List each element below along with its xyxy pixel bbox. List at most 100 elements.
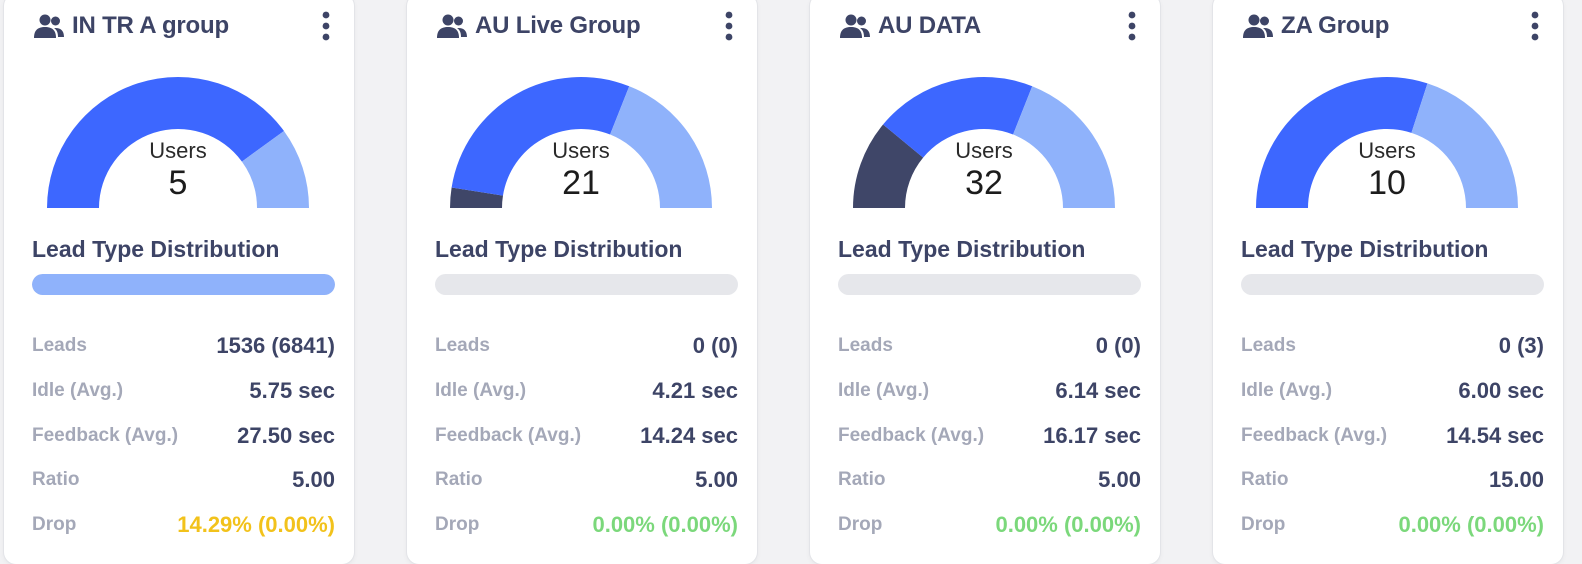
users-gauge: Users 10 [1255, 76, 1519, 210]
lead-distribution-bar [1241, 274, 1544, 295]
ratio-label: Ratio [838, 469, 886, 491]
gauge-segment-light [610, 86, 712, 208]
lead-distribution-title: Lead Type Distribution [32, 236, 280, 262]
users-count: 10 [1368, 164, 1406, 202]
stat-row-ratio: Ratio 5.00 [32, 458, 335, 503]
drop-label: Drop [32, 514, 77, 536]
users-label: Users [552, 138, 610, 163]
feedback-value: 27.50 sec [237, 422, 335, 448]
idle-label: Idle (Avg.) [838, 380, 930, 402]
leads-label: Leads [435, 335, 490, 357]
ratio-label: Ratio [32, 469, 80, 491]
stat-row-leads: Leads 0 (0) [838, 324, 1141, 369]
feedback-label: Feedback (Avg.) [1241, 424, 1388, 446]
stat-row-feedback: Feedback (Avg.) 16.17 sec [838, 413, 1141, 458]
group-card-2: AU Live Group Users 21 Lead Type Distrib… [407, 0, 757, 564]
kebab-menu-icon[interactable] [1122, 9, 1142, 43]
gauge-segment-light [1013, 86, 1115, 208]
group-card-4: ZA Group Users 10 Lead Type Distribution… [1213, 0, 1563, 564]
leads-value: 1536 (6841) [216, 333, 335, 359]
lead-distribution-title: Lead Type Distribution [435, 236, 683, 262]
stat-row-idle: Idle (Avg.) 4.21 sec [435, 369, 738, 414]
users-label: Users [149, 138, 207, 163]
stats-list: Leads 0 (0) Idle (Avg.) 6.14 sec Feedbac… [838, 324, 1141, 547]
drop-value: 0.00% (0.00%) [1398, 512, 1544, 538]
group-name: IN TR A group [72, 12, 229, 39]
idle-label: Idle (Avg.) [435, 380, 527, 402]
users-label: Users [1358, 138, 1416, 163]
stat-row-drop: Drop 0.00% (0.00%) [1241, 503, 1544, 548]
gauge-segment-primary [1256, 76, 1428, 208]
stats-list: Leads 0 (3) Idle (Avg.) 6.00 sec Feedbac… [1241, 324, 1544, 547]
stat-row-idle: Idle (Avg.) 6.14 sec [838, 369, 1141, 414]
idle-value: 6.00 sec [1458, 378, 1544, 404]
card-header: ZA Group [1241, 8, 1545, 44]
card-header: IN TR A group [32, 8, 336, 44]
kebab-menu-icon[interactable] [719, 9, 739, 43]
gauge-segment-dark [450, 187, 503, 208]
stat-row-idle: Idle (Avg.) 5.75 sec [32, 369, 335, 414]
gauge-segment-light [1411, 83, 1518, 208]
stats-list: Leads 1536 (6841) Idle (Avg.) 5.75 sec F… [32, 324, 335, 547]
stat-row-leads: Leads 0 (3) [1241, 324, 1544, 369]
ratio-value: 15.00 [1488, 467, 1544, 493]
lead-distribution-fill [32, 274, 335, 295]
stat-row-idle: Idle (Avg.) 6.00 sec [1241, 369, 1544, 414]
group-icon [435, 13, 469, 39]
stat-row-drop: Drop 0.00% (0.00%) [838, 503, 1141, 548]
stat-row-ratio: Ratio 5.00 [435, 458, 738, 503]
ratio-label: Ratio [1241, 469, 1289, 491]
gauge-segment-primary [47, 77, 284, 208]
gauge-segment-primary [451, 77, 630, 196]
group-icon [1241, 13, 1275, 39]
gauge-segment-primary [883, 77, 1033, 158]
users-count: 21 [562, 164, 600, 202]
ratio-value: 5.00 [695, 467, 738, 493]
feedback-label: Feedback (Avg.) [838, 424, 985, 446]
users-label: Users [955, 138, 1013, 163]
leads-value: 0 (0) [1095, 333, 1141, 359]
kebab-menu-icon[interactable] [1525, 9, 1545, 43]
users-gauge: Users 5 [46, 76, 310, 210]
ratio-label: Ratio [435, 469, 483, 491]
lead-distribution-bar [838, 274, 1141, 295]
leads-value: 0 (3) [1498, 333, 1544, 359]
idle-label: Idle (Avg.) [1241, 380, 1333, 402]
group-icon [838, 13, 872, 39]
group-card-1: IN TR A group Users 5 Lead Type Distribu… [4, 0, 354, 564]
drop-label: Drop [838, 514, 883, 536]
stat-row-drop: Drop 14.29% (0.00%) [32, 503, 335, 548]
gauge-segment-dark [853, 124, 924, 208]
feedback-value: 14.54 sec [1446, 422, 1544, 448]
ratio-value: 5.00 [292, 467, 335, 493]
card-header: AU Live Group [435, 8, 739, 44]
idle-value: 6.14 sec [1055, 378, 1141, 404]
idle-label: Idle (Avg.) [32, 380, 124, 402]
leads-label: Leads [838, 335, 893, 357]
lead-distribution-bar [32, 274, 335, 295]
group-name: ZA Group [1281, 12, 1390, 39]
stat-row-feedback: Feedback (Avg.) 27.50 sec [32, 413, 335, 458]
stat-row-feedback: Feedback (Avg.) 14.24 sec [435, 413, 738, 458]
stat-row-drop: Drop 0.00% (0.00%) [435, 503, 738, 548]
drop-value: 14.29% (0.00%) [177, 512, 335, 538]
stat-row-ratio: Ratio 15.00 [1241, 458, 1544, 503]
group-name: AU DATA [878, 12, 982, 39]
stat-row-leads: Leads 1536 (6841) [32, 324, 335, 369]
group-name: AU Live Group [475, 12, 641, 39]
lead-distribution-title: Lead Type Distribution [1241, 236, 1489, 262]
stat-row-ratio: Ratio 5.00 [838, 458, 1141, 503]
leads-value: 0 (0) [692, 333, 738, 359]
drop-value: 0.00% (0.00%) [995, 512, 1141, 538]
feedback-value: 16.17 sec [1043, 422, 1141, 448]
feedback-value: 14.24 sec [640, 422, 738, 448]
group-icon [32, 13, 66, 39]
lead-distribution-bar [435, 274, 738, 295]
feedback-label: Feedback (Avg.) [32, 424, 179, 446]
feedback-label: Feedback (Avg.) [435, 424, 582, 446]
stat-row-feedback: Feedback (Avg.) 14.54 sec [1241, 413, 1544, 458]
drop-label: Drop [435, 514, 480, 536]
card-header: AU DATA [838, 8, 1142, 44]
users-count: 32 [965, 164, 1003, 202]
kebab-menu-icon[interactable] [316, 9, 336, 43]
